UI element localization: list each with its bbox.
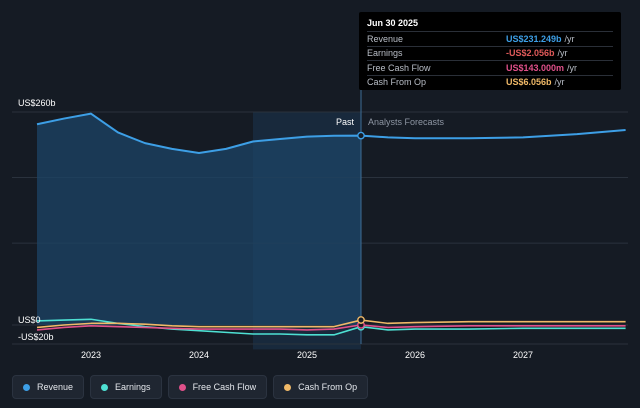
marker-cash-from-op [357,316,365,324]
legend-label: Cash From Op [298,382,358,392]
series-line-cash-from-op [36,319,626,329]
forecast-label: Analysts Forecasts [368,117,445,127]
tooltip-value: US$231.249b [506,33,562,44]
y-tick-label: US$0 [18,315,41,325]
tooltip-label: Earnings [367,48,403,59]
x-tick-label: 2024 [189,350,209,360]
tooltip-row-free-cash-flow: Free Cash Flow US$143.000m /yr [367,60,613,75]
tooltip-label: Free Cash Flow [367,62,431,73]
y-axis-labels: US$260b US$0 -US$20b [18,98,56,342]
legend-label: Revenue [37,382,74,392]
tooltip-value: US$6.056b [506,77,552,88]
series-line-revenue [36,112,626,154]
legend-label: Earnings [115,382,151,392]
tooltip-row-revenue: Revenue US$231.249b /yr [367,31,613,46]
tooltip-unit: /yr [564,33,575,44]
revenue-area [37,113,361,325]
legend-item-earnings[interactable]: Earnings [90,375,162,399]
legend-dot-icon [101,383,109,391]
tooltip-unit: /yr [567,62,578,73]
series-line-free-cash-flow [36,324,626,331]
tooltip-unit: /yr [554,77,565,88]
tooltip-label: Revenue [367,33,404,44]
tooltip-value: US$143.000m [506,62,565,73]
hover-markers [357,131,365,331]
legend-item-free-cash-flow[interactable]: Free Cash Flow [167,375,268,399]
tooltip: Jun 30 2025 Revenue US$231.249b /yr Earn… [359,12,621,90]
tooltip-value: -US$2.056b [506,48,555,59]
legend-dot-icon [284,383,292,391]
x-tick-label: 2023 [81,350,101,360]
past-label: Past [336,117,355,127]
legend: Revenue Earnings Free Cash Flow Cash Fro… [12,375,369,399]
series-layer [36,112,626,336]
x-tick-label: 2026 [405,350,425,360]
legend-dot-icon [178,383,186,391]
legend-item-revenue[interactable]: Revenue [12,375,85,399]
tooltip-row-earnings: Earnings -US$2.056b /yr [367,45,613,61]
y-tick-label: US$260b [18,98,56,108]
tooltip-date: Jun 30 2025 [367,18,419,28]
legend-dot-icon [23,383,30,391]
tooltip-unit: /yr [557,48,568,59]
x-tick-label: 2025 [297,350,317,360]
y-tick-label: -US$20b [18,332,54,342]
legend-label: Free Cash Flow [192,382,257,392]
marker-revenue [357,131,365,140]
x-axis-labels: 2023 2024 2025 2026 2027 [81,350,533,360]
x-tick-label: 2027 [513,350,533,360]
tooltip-label: Cash From Op [367,77,427,88]
legend-item-cash-from-op[interactable]: Cash From Op [273,375,369,399]
tooltip-row-cash-from-op: Cash From Op US$6.056b /yr [367,74,613,90]
